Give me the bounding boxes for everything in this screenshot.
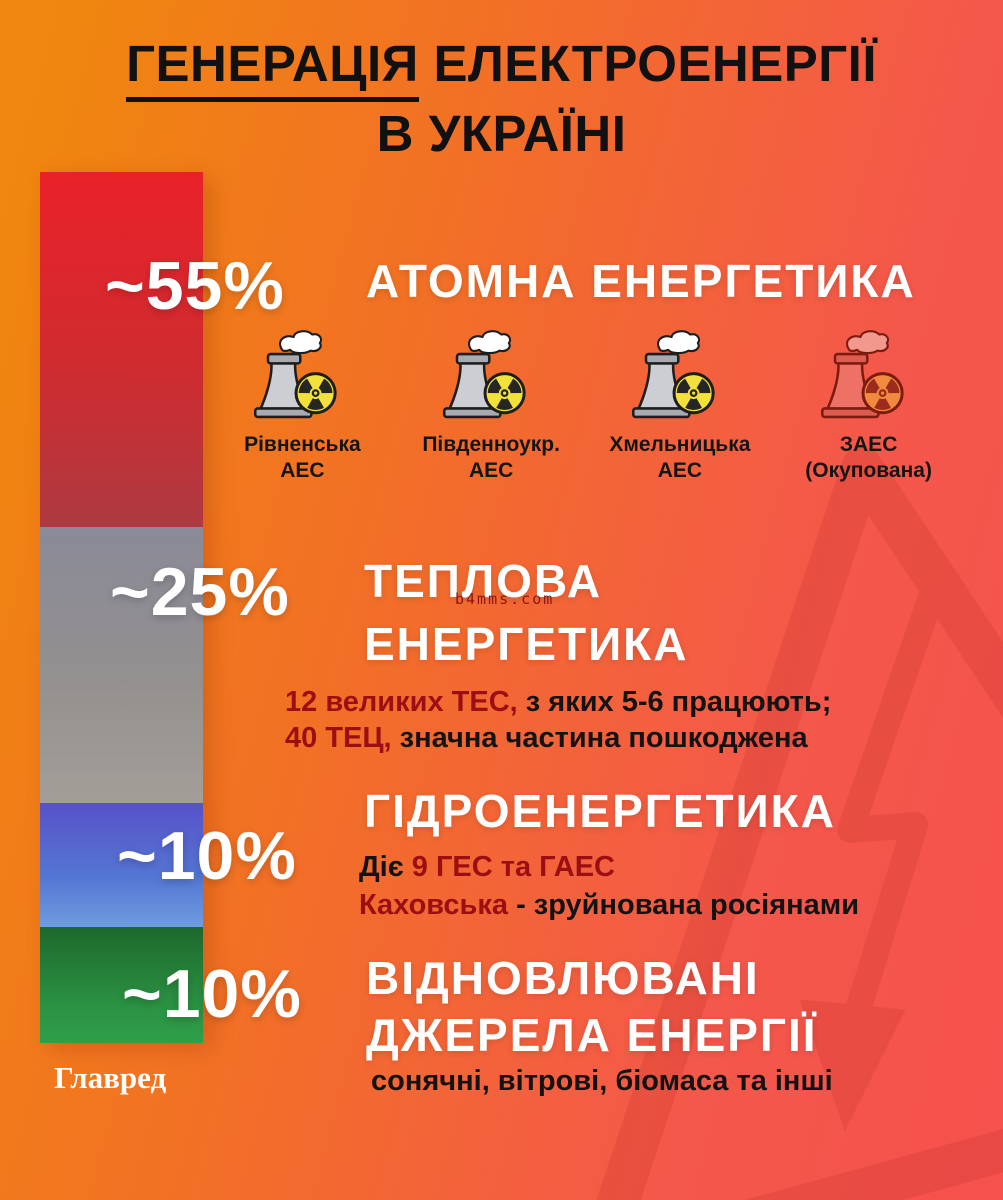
hydro-percent: ~10% xyxy=(117,818,297,894)
thermal-detail: 12 великих ТЕС, з яких 5-6 працюють; 40 … xyxy=(285,684,831,756)
renewables-section-title: ВІДНОВЛЮВАНІ ДЖЕРЕЛА ЕНЕРГІЇ xyxy=(366,952,818,1061)
plant-item-occupied: ЗАЕС (Окупована) xyxy=(774,330,963,484)
thermal-detail-line1: 12 великих ТЕС, з яких 5-6 працюють; xyxy=(285,686,832,718)
nuclear-percent: ~55% xyxy=(105,248,285,324)
plant-item: Хмельницька АЕС xyxy=(586,330,775,484)
nuclear-plant-icon xyxy=(440,330,542,424)
title-rest: ЕЛЕКТРОЕНЕРГІЇ xyxy=(418,35,877,92)
plant-label: Хмельницька АЕС xyxy=(609,433,751,482)
thermal-detail-line2: 40 ТЕЦ, значна частина пошкоджена xyxy=(285,722,808,754)
plant-label: Рівненська АЕС xyxy=(244,433,361,482)
page-title-line2: В УКРАЇНІ xyxy=(376,105,627,162)
bar-segment-hydro xyxy=(40,803,203,927)
nuclear-section-title: АТОМНА ЕНЕРГЕТИКА xyxy=(366,255,916,307)
nuclear-plant-occupied-icon xyxy=(818,330,920,424)
renewables-detail: сонячні, вітрові, біомаса та інші xyxy=(371,1065,833,1097)
hydro-detail-line2: Каховська - зруйнована росіянами xyxy=(359,889,860,921)
thermal-section-title: ТЕПЛОВА ЕНЕРГЕТИКА xyxy=(364,555,689,670)
stacked-bar xyxy=(40,172,203,1043)
plants-row: Рівненська АЕС Південноукр. АЕС Хмельниц… xyxy=(208,330,963,484)
hydro-section-title: ГІДРОЕНЕРГЕТИКА xyxy=(364,785,836,837)
hydro-detail: Діє 9 ГЕС та ГАЕС Каховська - зруйнована… xyxy=(359,848,859,924)
bar-segment-renewables xyxy=(40,927,203,1043)
hydro-detail-line1: Діє 9 ГЕС та ГАЕС xyxy=(359,851,615,883)
plant-item: Рівненська АЕС xyxy=(208,330,397,484)
thermal-percent: ~25% xyxy=(110,554,290,630)
publisher-logo: Главред xyxy=(54,1060,167,1095)
plant-item: Південноукр. АЕС xyxy=(397,330,586,484)
renewables-percent: ~10% xyxy=(122,956,302,1032)
bar-segment-nuclear xyxy=(40,172,203,527)
page-title: ГЕНЕРАЦІЯ ЕЛЕКТРОЕНЕРГІЇ xyxy=(0,34,1003,102)
site-watermark: b4mms.com xyxy=(455,590,555,608)
plant-label: Південноукр. АЕС xyxy=(422,433,560,482)
nuclear-plant-icon xyxy=(251,330,353,424)
plant-label: ЗАЕС (Окупована) xyxy=(805,433,932,482)
nuclear-plant-icon xyxy=(629,330,731,424)
bar-segment-thermal xyxy=(40,527,203,803)
title-word-underlined: ГЕНЕРАЦІЯ xyxy=(126,35,419,102)
